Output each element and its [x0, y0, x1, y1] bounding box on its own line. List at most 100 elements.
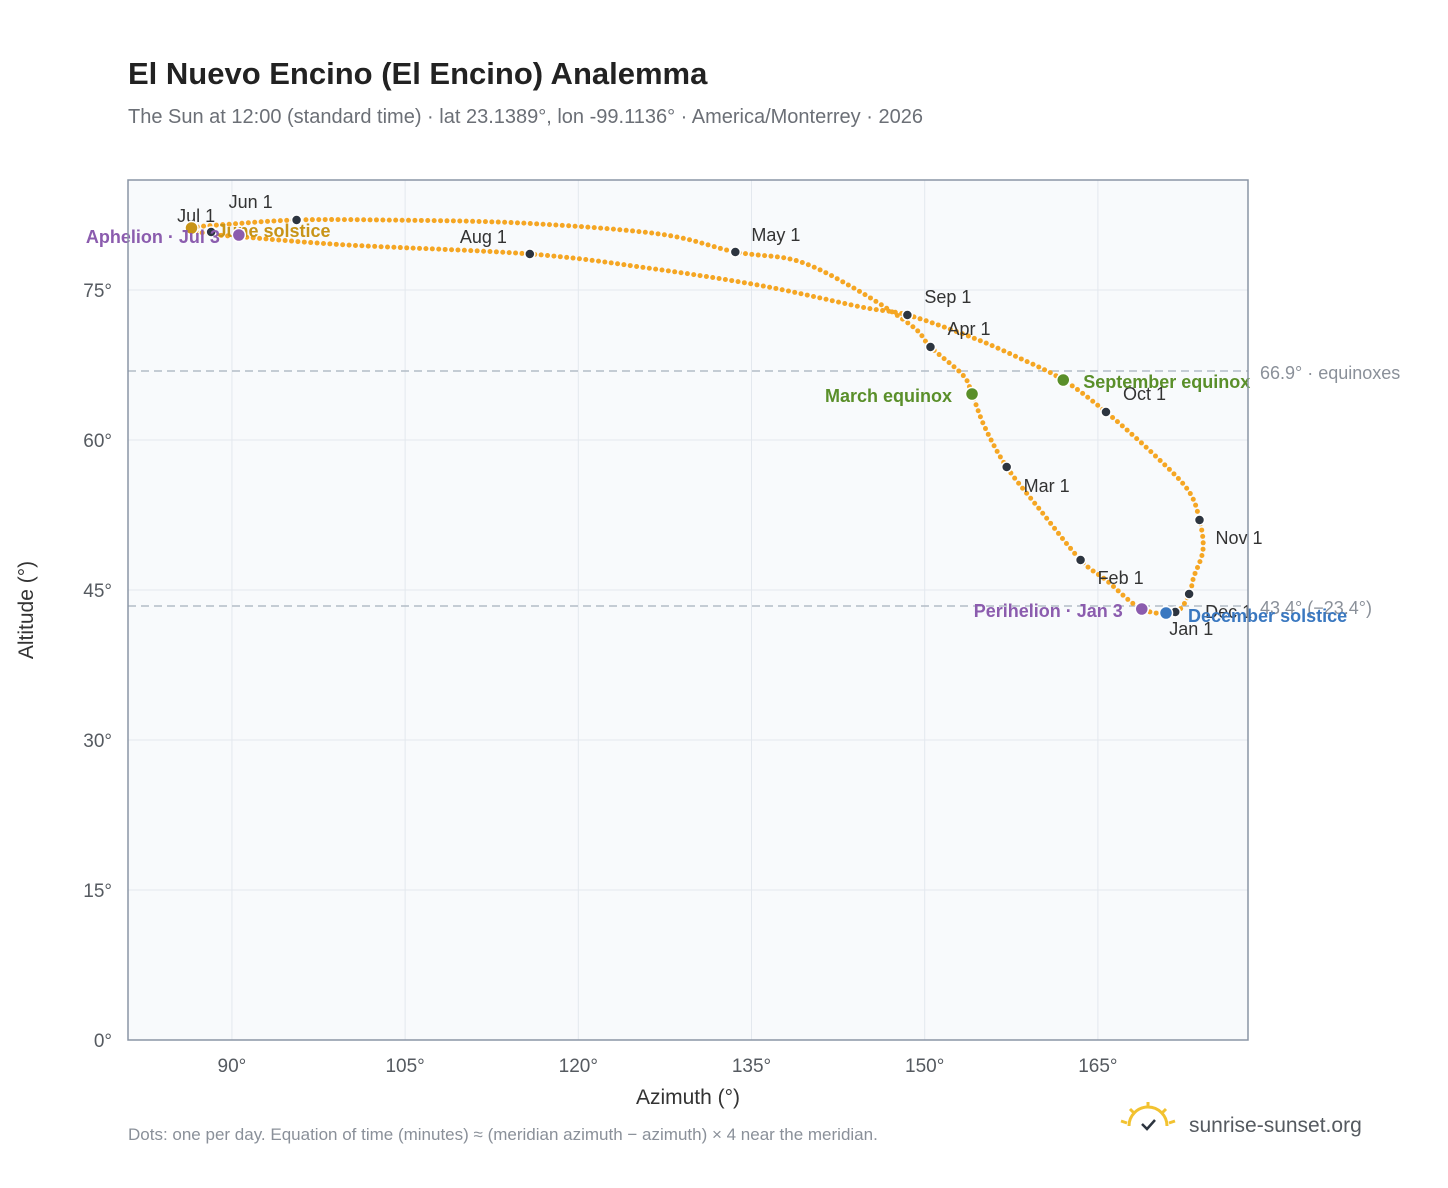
daily-dot: [1148, 449, 1154, 455]
daily-dot: [936, 352, 942, 358]
daily-dot: [1114, 419, 1120, 425]
daily-dot: [276, 237, 282, 243]
daily-dot: [785, 288, 791, 294]
daily-dot: [697, 273, 703, 279]
x-tick-label: 150°: [905, 1056, 944, 1077]
daily-dot: [463, 218, 469, 224]
event-label: March equinox: [825, 386, 952, 406]
daily-dot: [489, 219, 495, 225]
daily-dot: [449, 247, 455, 253]
daily-dot: [386, 217, 392, 223]
daily-dot: [365, 243, 371, 249]
daily-dot: [845, 282, 851, 288]
plot-frame: [127, 179, 1249, 1041]
x-tick-label: 165°: [1078, 1056, 1117, 1077]
daily-dot: [269, 236, 275, 242]
daily-dot: [417, 245, 423, 251]
daily-dot: [748, 281, 754, 287]
daily-dot: [805, 262, 811, 268]
reference-line-label: 66.9° · equinoxes: [1260, 363, 1400, 383]
daily-dot: [811, 293, 817, 299]
daily-dot: [393, 217, 399, 223]
daily-dot: [1040, 510, 1046, 516]
daily-dot: [1143, 444, 1149, 450]
daily-dot: [327, 241, 333, 247]
daily-dot: [564, 254, 570, 260]
daily-dot: [646, 265, 652, 271]
reference-line-label: 43.4° (−23.4°): [1260, 598, 1372, 618]
daily-dot: [1192, 570, 1198, 576]
daily-dot: [1007, 351, 1013, 357]
daily-dot: [527, 221, 533, 227]
daily-dot: [1171, 471, 1177, 477]
daily-dot: [598, 225, 604, 231]
daily-dot: [956, 368, 962, 374]
daily-dot: [412, 217, 418, 223]
daily-dot: [1152, 453, 1158, 459]
daily-dot: [755, 252, 761, 258]
x-tick-label: 120°: [559, 1056, 598, 1077]
daily-dot: [1157, 457, 1163, 463]
daily-dot: [1200, 546, 1206, 552]
daily-dot: [1184, 485, 1190, 491]
chart-title: El Nuevo Encino (El Encino) Analemma: [128, 56, 708, 91]
daily-dot: [836, 299, 842, 305]
daily-dot: [1085, 394, 1091, 400]
daily-dot: [239, 220, 245, 226]
month-marker: [924, 341, 937, 353]
daily-dot: [659, 267, 665, 273]
daily-dot: [418, 217, 424, 223]
daily-dot: [687, 237, 693, 243]
daily-dot: [1175, 475, 1181, 481]
month-marker: [1193, 514, 1206, 526]
daily-dot: [1059, 535, 1065, 541]
daily-dot: [1124, 427, 1130, 433]
daily-dot: [642, 229, 648, 235]
daily-dot: [922, 338, 928, 344]
daily-dot: [1199, 527, 1205, 533]
daily-dot: [1012, 475, 1018, 481]
daily-dot: [1090, 398, 1096, 404]
daily-dot: [1024, 490, 1030, 496]
daily-dot: [225, 233, 231, 239]
month-label: Oct 1: [1123, 384, 1166, 404]
daily-dot: [965, 333, 971, 339]
daily-dot: [410, 245, 416, 251]
daily-dot: [923, 318, 929, 324]
x-axis-ticks: 90° 105° 120° 135° 150° 165°: [218, 1056, 1118, 1077]
daily-dot: [1189, 583, 1195, 589]
daily-dot: [545, 252, 551, 258]
daily-dot: [724, 247, 730, 253]
daily-dot: [576, 256, 582, 262]
daily-dot: [1036, 364, 1042, 370]
daily-dot: [348, 217, 354, 223]
daily-dot: [289, 238, 295, 244]
daily-dot: [811, 264, 817, 270]
daily-dot: [461, 247, 467, 253]
daily-dot: [329, 217, 335, 223]
daily-dot: [308, 240, 314, 246]
daily-dot: [444, 218, 450, 224]
daily-dot: [220, 222, 226, 228]
daily-dot: [425, 218, 431, 224]
daily-dot: [470, 218, 476, 224]
month-label: Jul 1: [177, 206, 215, 226]
daily-dot: [1052, 525, 1058, 531]
daily-dot: [391, 244, 397, 250]
daily-dot: [218, 232, 224, 238]
daily-dot: [553, 222, 559, 228]
daily-dot: [1162, 462, 1168, 468]
daily-dot: [354, 217, 360, 223]
daily-dot: [583, 257, 589, 263]
event-marker: [1134, 601, 1150, 617]
daily-dot: [941, 356, 947, 362]
y-axis-ticks: 0° 15° 30° 45° 60° 75°: [83, 281, 112, 1052]
daily-dot: [994, 448, 1000, 454]
daily-dot: [495, 219, 501, 225]
y-tick-label: 60°: [83, 431, 112, 452]
month-label: Mar 1: [1024, 476, 1070, 496]
daily-dot: [767, 284, 773, 290]
daily-dot: [1080, 390, 1086, 396]
daily-dot: [960, 373, 966, 379]
month-label: Sep 1: [924, 287, 971, 307]
